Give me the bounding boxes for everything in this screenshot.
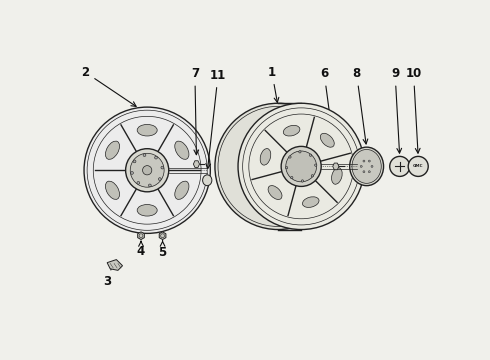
Text: 5: 5: [158, 240, 167, 259]
Polygon shape: [333, 163, 339, 170]
Polygon shape: [159, 232, 166, 239]
Polygon shape: [107, 260, 122, 270]
Circle shape: [360, 165, 362, 167]
Text: 3: 3: [103, 261, 115, 288]
Text: 8: 8: [352, 67, 368, 144]
Circle shape: [161, 166, 164, 169]
Circle shape: [315, 164, 317, 166]
Circle shape: [299, 151, 301, 153]
Circle shape: [363, 160, 365, 162]
Circle shape: [137, 181, 140, 184]
Ellipse shape: [137, 125, 157, 136]
Text: 7: 7: [191, 67, 199, 155]
Ellipse shape: [105, 141, 120, 159]
Ellipse shape: [175, 181, 189, 199]
Circle shape: [131, 171, 133, 174]
Circle shape: [408, 156, 428, 176]
Circle shape: [84, 107, 210, 233]
Circle shape: [291, 176, 293, 179]
Circle shape: [301, 180, 304, 182]
Circle shape: [286, 151, 317, 182]
Ellipse shape: [137, 204, 157, 216]
Text: 9: 9: [391, 67, 402, 153]
Text: 6: 6: [320, 67, 337, 156]
Ellipse shape: [283, 125, 300, 136]
Ellipse shape: [268, 185, 282, 199]
Polygon shape: [194, 161, 199, 167]
Ellipse shape: [105, 181, 120, 199]
Circle shape: [309, 154, 312, 156]
Text: 11: 11: [206, 69, 226, 168]
Text: 2: 2: [81, 66, 136, 107]
Circle shape: [125, 149, 169, 192]
Circle shape: [158, 178, 161, 180]
Circle shape: [286, 167, 288, 169]
Circle shape: [281, 147, 321, 186]
Circle shape: [215, 103, 341, 230]
Text: 1: 1: [268, 66, 279, 102]
Circle shape: [133, 160, 136, 163]
Circle shape: [238, 103, 364, 230]
Ellipse shape: [203, 175, 212, 186]
Circle shape: [289, 156, 291, 158]
Circle shape: [363, 171, 365, 173]
Ellipse shape: [175, 141, 189, 159]
Ellipse shape: [352, 149, 381, 183]
Circle shape: [143, 166, 152, 175]
Circle shape: [390, 156, 410, 176]
Ellipse shape: [332, 168, 342, 184]
Circle shape: [130, 153, 164, 187]
Text: GMC: GMC: [413, 165, 423, 168]
Circle shape: [148, 184, 151, 187]
Circle shape: [368, 160, 370, 162]
Circle shape: [155, 156, 157, 159]
Text: 10: 10: [405, 67, 422, 153]
Ellipse shape: [350, 147, 384, 186]
Ellipse shape: [320, 133, 334, 147]
Polygon shape: [138, 232, 145, 239]
Ellipse shape: [302, 197, 319, 207]
Circle shape: [371, 165, 373, 167]
Circle shape: [143, 154, 146, 157]
Circle shape: [311, 175, 314, 177]
Text: 4: 4: [137, 241, 145, 258]
Circle shape: [368, 171, 370, 173]
Ellipse shape: [260, 149, 271, 165]
